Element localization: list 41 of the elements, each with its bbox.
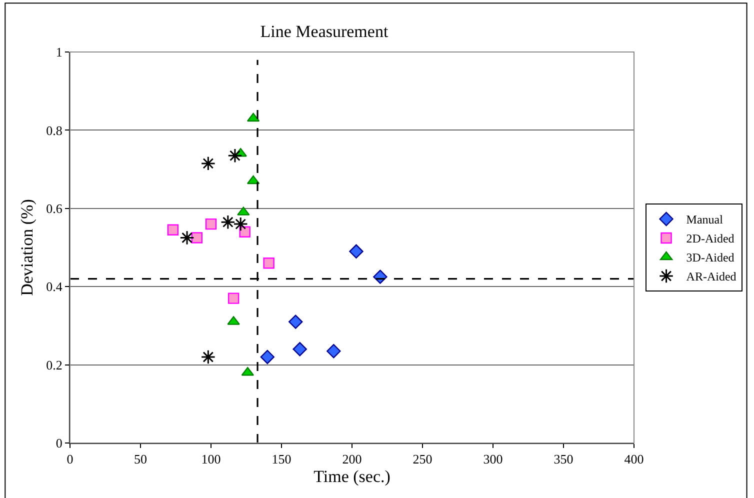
point: [326, 344, 341, 358]
y-tick-label: 0.4: [46, 279, 63, 294]
point: [205, 218, 217, 230]
legend-label: AR-Aided: [686, 270, 736, 284]
x-tick-label: 150: [272, 452, 292, 467]
point: [239, 226, 250, 238]
x-tick-label: 50: [134, 452, 147, 467]
point: [228, 292, 240, 304]
legend-label: 2D-Aided: [686, 232, 734, 246]
chart-title: Line Measurement: [260, 22, 388, 41]
point: [246, 175, 260, 184]
point: [263, 258, 274, 269]
legend-label: 3D-Aided: [686, 250, 734, 265]
y-tick-label: 0: [56, 436, 62, 451]
point: [349, 244, 364, 259]
y-tick-label: 0.6: [46, 200, 63, 216]
point: [191, 232, 202, 244]
x-tick-label: 200: [342, 452, 362, 467]
legend-label: Manual: [686, 212, 724, 227]
point: [260, 350, 274, 364]
point: [292, 342, 307, 356]
y-tick-label: 0.2: [46, 357, 62, 372]
x-tick-label: 100: [201, 452, 221, 467]
y-tick-label: 0.8: [46, 122, 62, 138]
y-tick-label: 1: [56, 44, 62, 60]
point: [246, 112, 260, 122]
point: [233, 216, 248, 232]
x-tick-label: 350: [554, 452, 574, 467]
x-tick-label: 300: [483, 452, 503, 467]
x-tick-label: 400: [624, 452, 644, 467]
x-tick-label: 0: [66, 452, 74, 467]
y-axis-title: Deviation (%): [18, 199, 37, 296]
point: [228, 148, 242, 163]
x-axis-title: Time (sec.): [314, 467, 390, 486]
point: [220, 214, 236, 230]
point: [167, 224, 179, 236]
point: [200, 156, 216, 171]
point: [200, 350, 216, 364]
x-tick-label: 250: [412, 452, 432, 467]
point: [180, 230, 194, 246]
point: [288, 314, 303, 329]
